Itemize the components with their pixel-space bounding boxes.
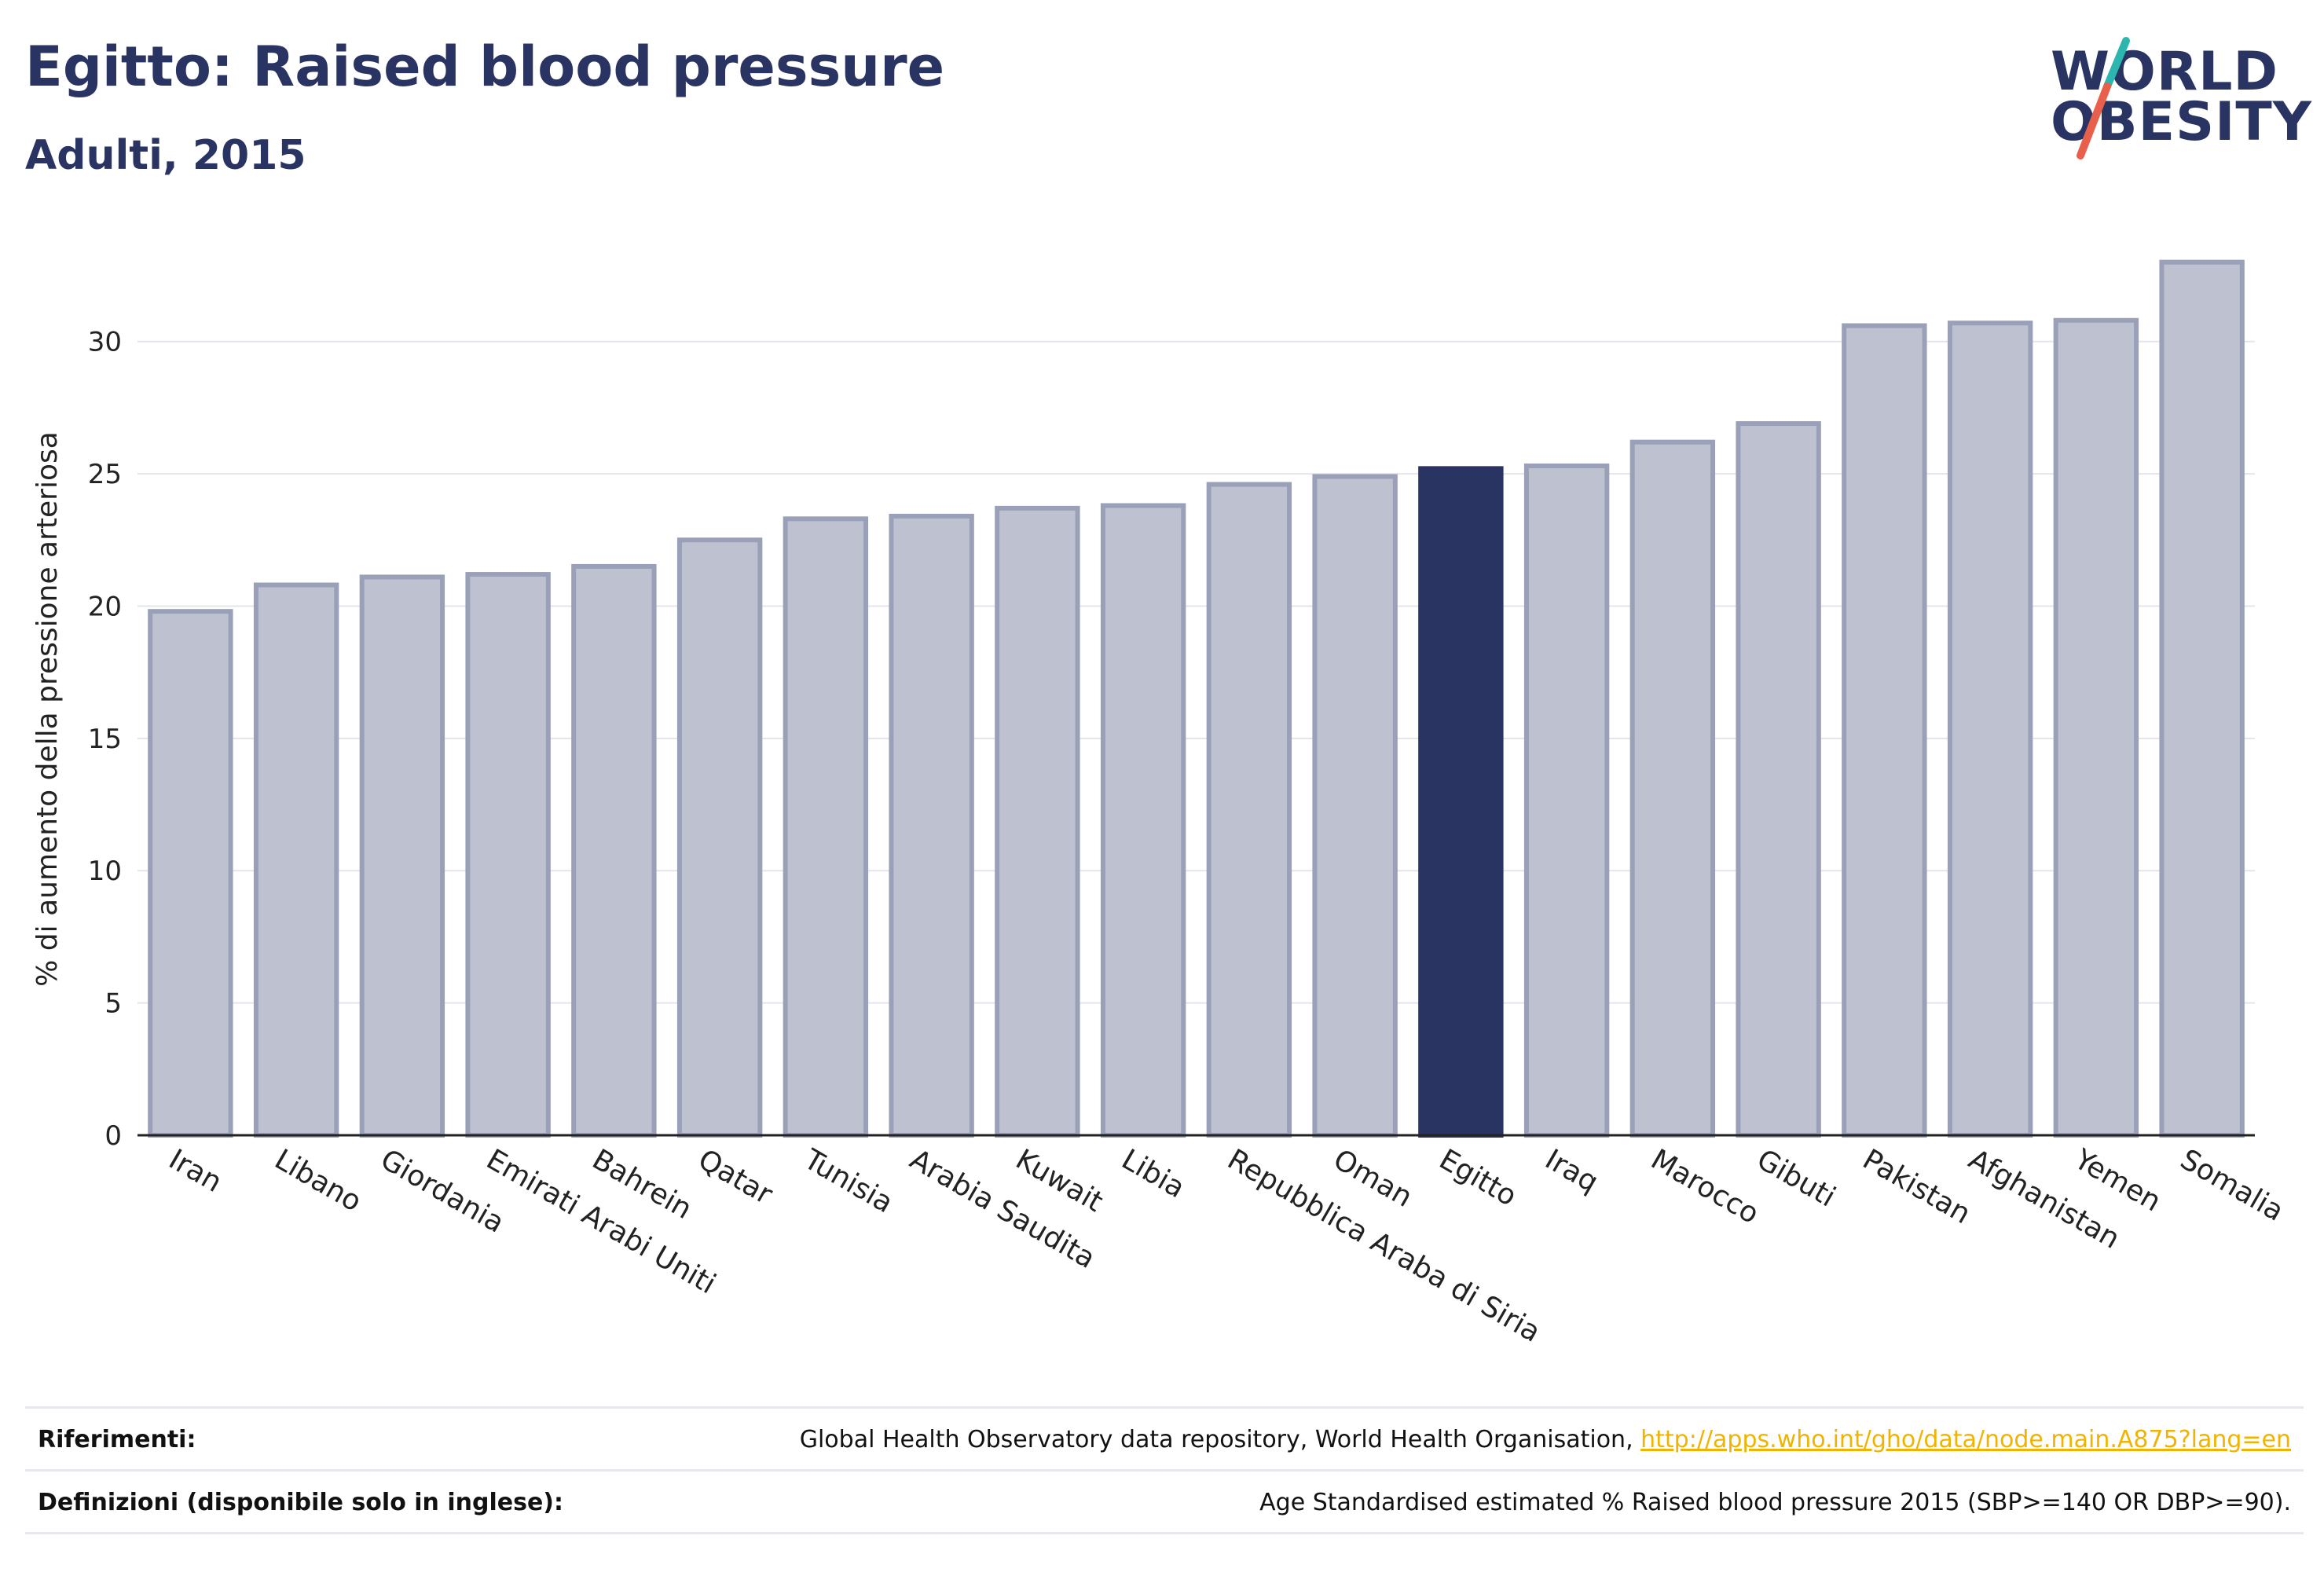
y-tick-label: 0 [104,1120,122,1152]
logo-slash-icon [2077,37,2130,159]
bar-gibuti [1736,421,1821,1138]
bar-tunisia [783,516,869,1138]
y-tick-label: 20 [88,591,122,622]
definitions-label: Definizioni (disponibile solo in inglese… [38,1489,563,1516]
x-tick-label: Libano [269,1143,367,1218]
bar-repubblica-araba-di-siria [1206,482,1292,1138]
x-tick-label: Libia [1116,1143,1190,1204]
bar-qatar [676,537,763,1138]
x-tick-label: Marocco [1645,1143,1764,1230]
references-link[interactable]: http://apps.who.int/gho/data/node.main.A… [1640,1426,2291,1453]
references-value: Global Health Observatory data repositor… [800,1426,2291,1453]
bar-giordania [359,574,445,1138]
x-tick-label: Pakistan [1857,1143,1976,1230]
references-label: Riferimenti: [38,1426,196,1453]
bar-libano [253,582,339,1138]
x-tick-label: Egitto [1434,1143,1522,1212]
chart-title: Egitto: Raised blood pressure [25,35,945,99]
y-tick-label: 10 [88,856,122,887]
bar-chart: 0 5 10 15 20 25 30 % di aumento della pressione… [31,259,2289,1349]
x-tick-label: Tunisia [798,1143,899,1219]
y-tick-label: 15 [88,724,122,755]
bar-bahrein [571,563,657,1138]
bar-iraq [1523,463,1610,1138]
references-text: Global Health Observatory data repositor… [799,1426,1641,1453]
bar-oman [1312,474,1398,1138]
bar-egitto [1418,466,1504,1138]
footer-references-row: Riferimenti: Global Health Observatory d… [25,1406,2304,1472]
y-axis-label: % di aumento della pressione arteriosa [31,431,64,987]
x-tick-label: Somalia [2175,1143,2289,1228]
x-tick-label: Iraq [1540,1143,1604,1199]
y-tick-label: 30 [88,327,122,358]
y-tick-label: 5 [104,988,122,1020]
definitions-value: Age Standardised estimated % Raised bloo… [1259,1489,2291,1516]
y-tick-label: 25 [88,459,122,490]
bar-iran [148,609,233,1138]
bar-pakistan [1842,323,1927,1138]
bar-libia [1100,503,1186,1138]
footer-divider [25,1532,2304,1534]
x-tick-label: Iran [163,1143,227,1199]
footer-definitions-row: Definizioni (disponibile solo in inglese… [25,1469,2304,1534]
bar-marocco [1629,439,1716,1138]
bar-kuwait [995,505,1080,1138]
bar-somalia [2159,259,2245,1138]
x-tick-label: Qatar [693,1143,778,1211]
logo-line-world: WORLD [2051,41,2278,103]
bar-arabia-saudita [889,513,974,1138]
bar-emirati-arabi-uniti [465,572,551,1138]
world-obesity-logo: WORLD OBESITY [2051,24,2311,165]
x-tick-label: Arabia Saudita [904,1143,1101,1275]
bar-yemen [2053,317,2139,1138]
bar-afghanistan [1947,321,2033,1138]
chart-subtitle: Adulti, 2015 [25,132,306,179]
x-tick-label: Gibuti [1751,1143,1841,1213]
